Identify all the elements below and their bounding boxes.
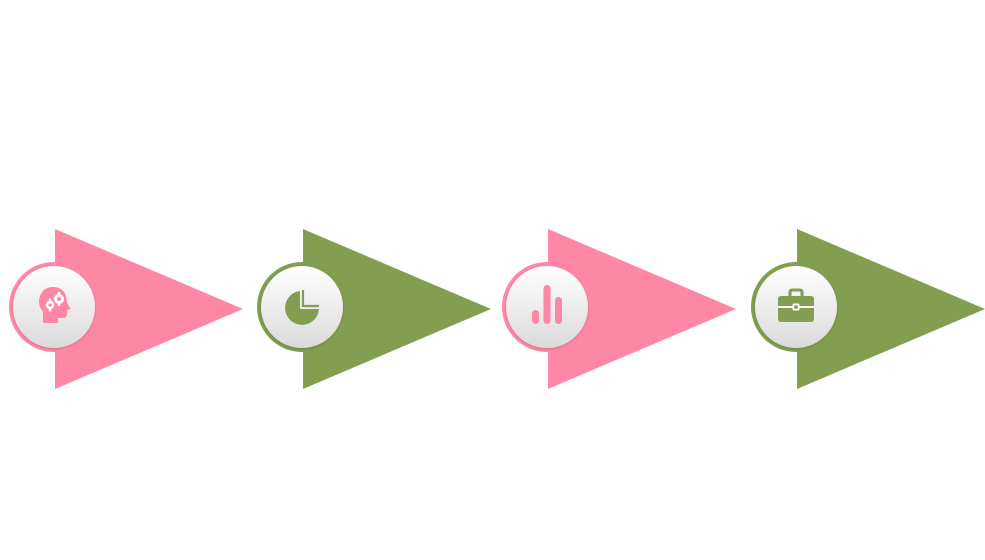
step-3 [502, 229, 736, 389]
briefcase-icon [778, 288, 814, 322]
step-4-arrow [797, 229, 985, 389]
step-1 [9, 229, 243, 389]
step-1-arrow [55, 229, 243, 389]
head-gears-icon [39, 287, 71, 323]
step-3-arrow [548, 229, 736, 389]
step-4 [751, 229, 985, 389]
step-2 [257, 229, 491, 389]
pie-chart-icon [285, 290, 319, 325]
step-2-arrow [303, 229, 491, 389]
bar-chart-icon [532, 285, 562, 324]
